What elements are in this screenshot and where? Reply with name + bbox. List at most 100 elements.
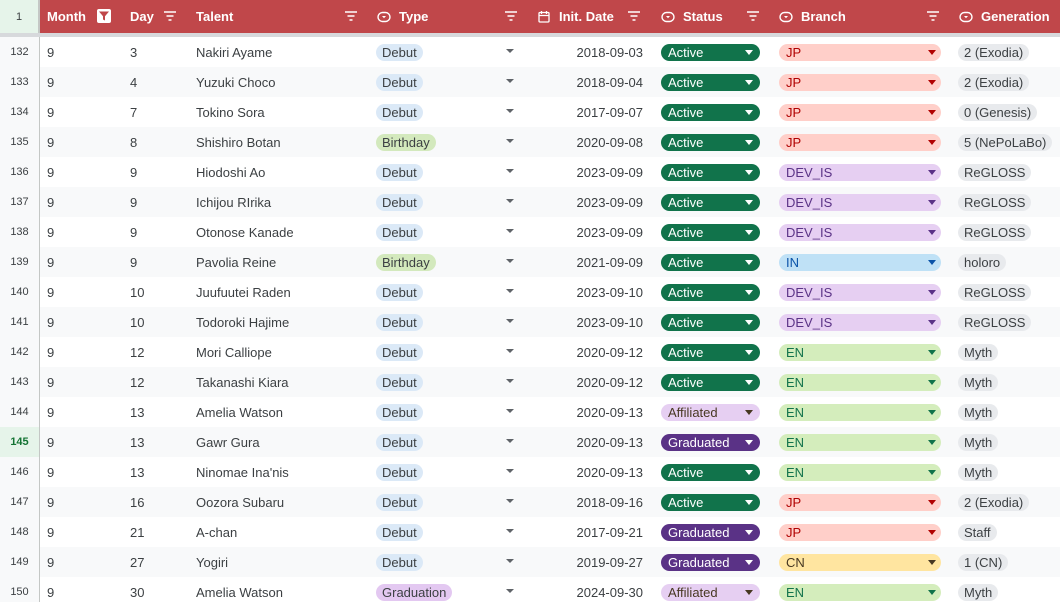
- table-row[interactable]: 133 9 4 Yuzuki Choco Debut 2018-09-04 Active JP…: [0, 67, 1060, 97]
- status-dropdown[interactable]: Active: [661, 133, 760, 151]
- branch-dropdown[interactable]: EN: [779, 373, 941, 391]
- status-cell[interactable]: Active: [661, 247, 760, 277]
- generation-cell[interactable]: ReGLOSS: [958, 277, 1032, 307]
- table-row[interactable]: 139 9 9 Pavolia Reine Birthday 2021-09-09 Acti…: [0, 247, 1060, 277]
- type-cell[interactable]: Debut: [376, 187, 423, 217]
- branch-dropdown[interactable]: JP: [779, 523, 941, 541]
- day-cell[interactable]: 4: [130, 74, 138, 90]
- status-dropdown[interactable]: Active: [661, 73, 760, 91]
- col-header-generation[interactable]: Generation: [959, 0, 1050, 33]
- status-dropdown[interactable]: Active: [661, 493, 760, 511]
- month-cell[interactable]: 9: [47, 284, 55, 300]
- table-row[interactable]: 144 9 13 Amelia Watson Debut 2020-09-13 Affili…: [0, 397, 1060, 427]
- day-cell[interactable]: 30: [130, 584, 145, 600]
- type-cell[interactable]: Debut: [376, 307, 423, 337]
- header-row-number[interactable]: 1: [0, 0, 39, 33]
- table-row[interactable]: 141 9 10 Todoroki Hajime Debut 2023-09-10 Acti…: [0, 307, 1060, 337]
- date-cell[interactable]: 2020-09-12: [576, 374, 644, 390]
- row-number[interactable]: 133: [10, 76, 29, 88]
- day-cell[interactable]: 9: [130, 224, 138, 240]
- branch-dropdown[interactable]: CN: [779, 553, 941, 571]
- chevron-down-icon[interactable]: [506, 409, 514, 413]
- branch-dropdown[interactable]: JP: [779, 493, 941, 511]
- col-header-day[interactable]: Day: [130, 0, 154, 33]
- status-cell[interactable]: Active: [661, 37, 760, 67]
- table-row[interactable]: 142 9 12 Mori Calliope Debut 2020-09-12 Active…: [0, 337, 1060, 367]
- day-cell[interactable]: 10: [130, 314, 145, 330]
- type-cell[interactable]: Debut: [376, 427, 423, 457]
- row-number[interactable]: 142: [10, 346, 29, 358]
- date-cell[interactable]: 2019-09-27: [576, 554, 644, 570]
- day-cell[interactable]: 12: [130, 344, 145, 360]
- month-cell[interactable]: 9: [47, 404, 55, 420]
- month-cell[interactable]: 9: [47, 314, 55, 330]
- branch-cell[interactable]: DEV_IS: [779, 307, 941, 337]
- table-row[interactable]: 146 9 13 Ninomae Ina'nis Debut 2020-09-13 Acti…: [0, 457, 1060, 487]
- status-cell[interactable]: Active: [661, 307, 760, 337]
- row-number[interactable]: 140: [10, 286, 29, 298]
- chevron-down-icon[interactable]: [506, 169, 514, 173]
- filter-active-icon[interactable]: [97, 9, 111, 23]
- status-dropdown[interactable]: Active: [661, 313, 760, 331]
- status-dropdown[interactable]: Active: [661, 463, 760, 481]
- branch-dropdown[interactable]: DEV_IS: [779, 163, 941, 181]
- table-row[interactable]: 134 9 7 Tokino Sora Debut 2017-09-07 Active JP 0…: [0, 97, 1060, 127]
- type-cell[interactable]: Debut: [376, 157, 423, 187]
- row-number[interactable]: 145: [0, 427, 39, 457]
- col-header-date[interactable]: Init. Date: [537, 0, 614, 33]
- day-cell[interactable]: 9: [130, 254, 138, 270]
- table-row[interactable]: 135 9 8 Shishiro Botan Birthday 2020-09-08 Act…: [0, 127, 1060, 157]
- day-cell[interactable]: 27: [130, 554, 145, 570]
- status-cell[interactable]: Graduated: [661, 517, 760, 547]
- table-row[interactable]: 136 9 9 Hiodoshi Ao Debut 2023-09-09 Active DEV…: [0, 157, 1060, 187]
- status-dropdown[interactable]: Graduated: [661, 433, 760, 451]
- status-dropdown[interactable]: Graduated: [661, 523, 760, 541]
- table-row[interactable]: 147 9 16 Oozora Subaru Debut 2018-09-16 Active…: [0, 487, 1060, 517]
- type-cell[interactable]: Debut: [376, 37, 423, 67]
- day-cell[interactable]: 10: [130, 284, 145, 300]
- chevron-down-icon[interactable]: [506, 109, 514, 113]
- chevron-down-icon[interactable]: [506, 469, 514, 473]
- row-number[interactable]: 139: [10, 256, 29, 268]
- month-cell[interactable]: 9: [47, 224, 55, 240]
- branch-dropdown[interactable]: EN: [779, 403, 941, 421]
- status-cell[interactable]: Active: [661, 217, 760, 247]
- branch-dropdown[interactable]: IN: [779, 253, 941, 271]
- talent-cell[interactable]: Takanashi Kiara: [196, 374, 289, 390]
- branch-cell[interactable]: EN: [779, 427, 941, 457]
- filter-icon[interactable]: [926, 9, 940, 23]
- talent-cell[interactable]: Pavolia Reine: [196, 254, 277, 270]
- date-cell[interactable]: 2020-09-13: [576, 434, 644, 450]
- branch-cell[interactable]: JP: [779, 487, 941, 517]
- status-cell[interactable]: Active: [661, 367, 760, 397]
- day-cell[interactable]: 9: [130, 164, 138, 180]
- status-dropdown[interactable]: Active: [661, 193, 760, 211]
- chevron-down-icon[interactable]: [506, 499, 514, 503]
- row-number[interactable]: 150: [10, 586, 29, 598]
- generation-cell[interactable]: ReGLOSS: [958, 157, 1032, 187]
- month-cell[interactable]: 9: [47, 74, 55, 90]
- chevron-down-icon[interactable]: [506, 349, 514, 353]
- chevron-down-icon[interactable]: [506, 529, 514, 533]
- type-cell[interactable]: Debut: [376, 67, 423, 97]
- row-number[interactable]: 132: [10, 46, 29, 58]
- month-cell[interactable]: 9: [47, 134, 55, 150]
- type-cell[interactable]: Debut: [376, 277, 423, 307]
- date-cell[interactable]: 2023-09-09: [576, 224, 644, 240]
- talent-cell[interactable]: Tokino Sora: [196, 104, 265, 120]
- generation-cell[interactable]: Myth: [958, 457, 999, 487]
- branch-dropdown[interactable]: DEV_IS: [779, 193, 941, 211]
- col-header-talent[interactable]: Talent: [196, 0, 233, 33]
- generation-cell[interactable]: ReGLOSS: [958, 217, 1032, 247]
- branch-cell[interactable]: JP: [779, 37, 941, 67]
- branch-dropdown[interactable]: EN: [779, 343, 941, 361]
- status-cell[interactable]: Active: [661, 187, 760, 217]
- type-cell[interactable]: Debut: [376, 457, 423, 487]
- date-cell[interactable]: 2020-09-08: [576, 134, 644, 150]
- status-dropdown[interactable]: Active: [661, 373, 760, 391]
- date-cell[interactable]: 2021-09-09: [576, 254, 644, 270]
- branch-dropdown[interactable]: EN: [779, 583, 941, 601]
- status-dropdown[interactable]: Active: [661, 283, 760, 301]
- generation-cell[interactable]: Myth: [958, 397, 999, 427]
- generation-cell[interactable]: 5 (NePoLaBo): [958, 127, 1053, 157]
